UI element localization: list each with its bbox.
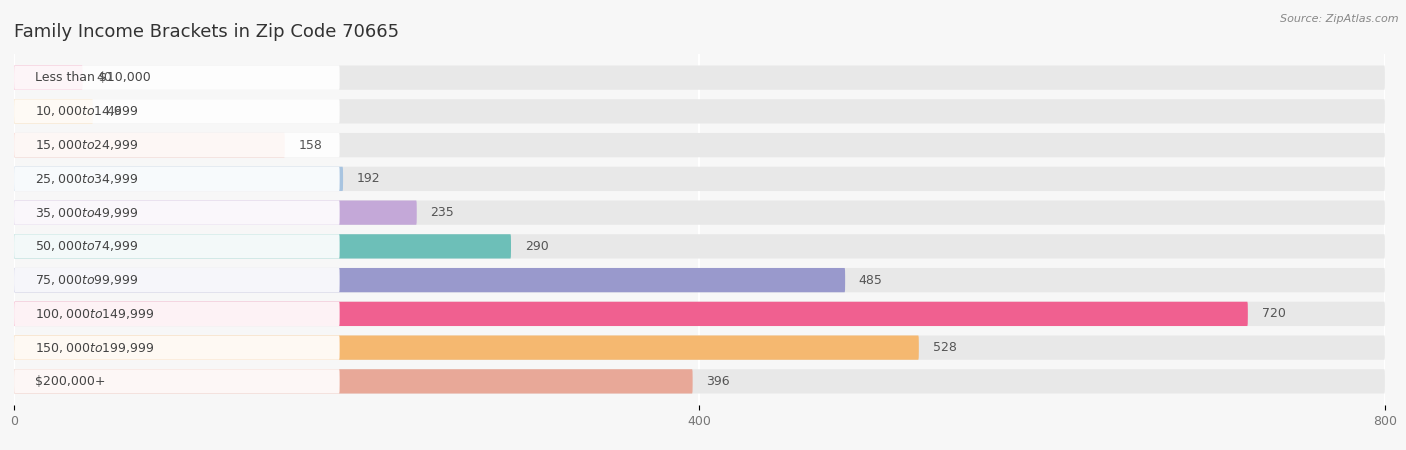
FancyBboxPatch shape	[14, 133, 1385, 157]
FancyBboxPatch shape	[14, 65, 340, 90]
FancyBboxPatch shape	[14, 302, 1385, 326]
FancyBboxPatch shape	[14, 268, 845, 292]
FancyBboxPatch shape	[14, 65, 1385, 90]
Text: 46: 46	[107, 105, 122, 118]
Text: Less than $10,000: Less than $10,000	[35, 71, 150, 84]
FancyBboxPatch shape	[14, 201, 1385, 225]
FancyBboxPatch shape	[14, 336, 1385, 360]
FancyBboxPatch shape	[14, 336, 920, 360]
FancyBboxPatch shape	[14, 133, 340, 157]
FancyBboxPatch shape	[14, 268, 1385, 292]
FancyBboxPatch shape	[14, 166, 340, 191]
Text: 158: 158	[298, 139, 322, 152]
Text: $10,000 to $14,999: $10,000 to $14,999	[35, 104, 138, 118]
FancyBboxPatch shape	[14, 99, 93, 123]
FancyBboxPatch shape	[14, 234, 1385, 258]
Text: 235: 235	[430, 206, 454, 219]
FancyBboxPatch shape	[14, 369, 693, 393]
FancyBboxPatch shape	[14, 99, 340, 123]
Text: 290: 290	[524, 240, 548, 253]
Text: Family Income Brackets in Zip Code 70665: Family Income Brackets in Zip Code 70665	[14, 23, 399, 41]
Text: 528: 528	[932, 341, 956, 354]
Text: 485: 485	[859, 274, 883, 287]
FancyBboxPatch shape	[14, 166, 343, 191]
FancyBboxPatch shape	[14, 369, 340, 393]
FancyBboxPatch shape	[14, 234, 510, 258]
FancyBboxPatch shape	[14, 302, 1249, 326]
Text: 720: 720	[1261, 307, 1285, 320]
Text: $100,000 to $149,999: $100,000 to $149,999	[35, 307, 155, 321]
FancyBboxPatch shape	[14, 268, 340, 292]
FancyBboxPatch shape	[14, 369, 1385, 393]
FancyBboxPatch shape	[14, 133, 285, 157]
Text: $150,000 to $199,999: $150,000 to $199,999	[35, 341, 155, 355]
Text: $200,000+: $200,000+	[35, 375, 105, 388]
FancyBboxPatch shape	[14, 336, 340, 360]
Text: $35,000 to $49,999: $35,000 to $49,999	[35, 206, 138, 220]
Text: $15,000 to $24,999: $15,000 to $24,999	[35, 138, 138, 152]
Text: $25,000 to $34,999: $25,000 to $34,999	[35, 172, 138, 186]
Text: 192: 192	[357, 172, 381, 185]
FancyBboxPatch shape	[14, 201, 340, 225]
FancyBboxPatch shape	[14, 234, 340, 258]
FancyBboxPatch shape	[14, 166, 1385, 191]
FancyBboxPatch shape	[14, 201, 416, 225]
Text: $50,000 to $74,999: $50,000 to $74,999	[35, 239, 138, 253]
Text: 40: 40	[96, 71, 112, 84]
Text: 396: 396	[706, 375, 730, 388]
FancyBboxPatch shape	[14, 302, 340, 326]
Text: Source: ZipAtlas.com: Source: ZipAtlas.com	[1281, 14, 1399, 23]
FancyBboxPatch shape	[14, 99, 1385, 123]
Text: $75,000 to $99,999: $75,000 to $99,999	[35, 273, 138, 287]
FancyBboxPatch shape	[14, 65, 83, 90]
